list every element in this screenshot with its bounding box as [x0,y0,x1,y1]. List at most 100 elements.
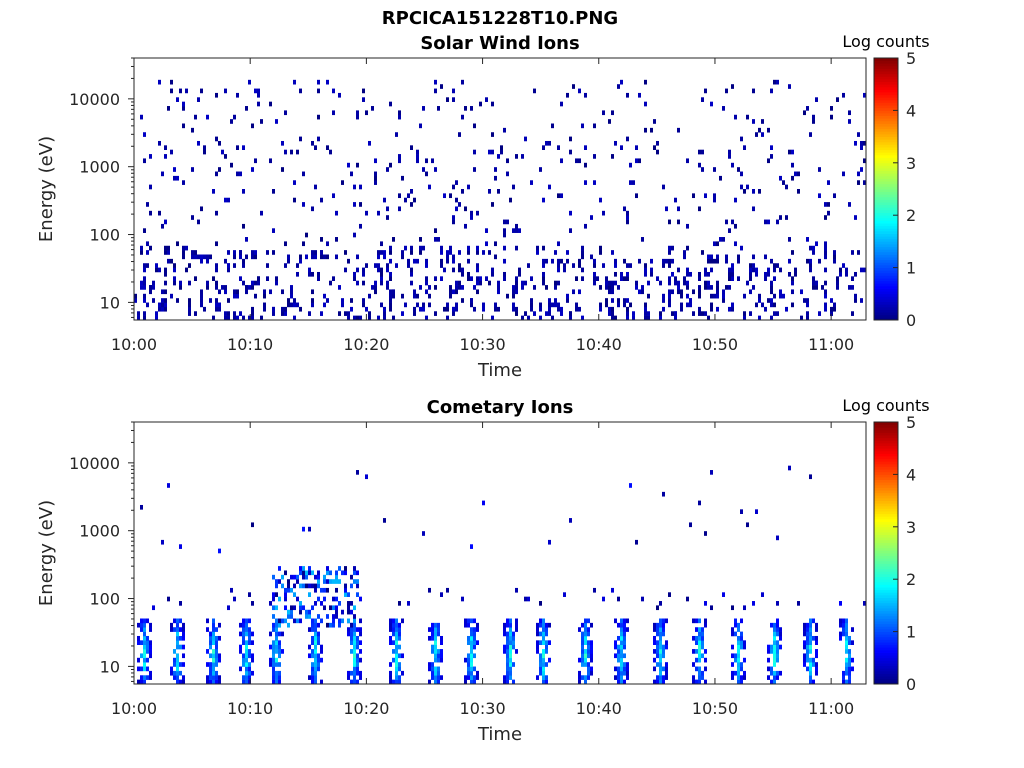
heatmap-cell [623,276,626,281]
heatmap-cell [605,285,608,290]
heatmap-cell [665,618,668,624]
heatmap-cell [662,491,665,497]
heatmap-cell [530,298,533,303]
heatmap-cell [314,250,317,255]
heatmap-cell [206,627,209,632]
heatmap-cell [701,627,704,632]
heatmap-cell [164,267,167,273]
heatmap-cell [614,644,617,650]
heatmap-cell [350,601,353,606]
heatmap-cell [443,267,446,273]
heatmap-cell [452,267,455,273]
heatmap-cell [611,250,614,255]
heatmap-cell [215,210,218,216]
heatmap-cell [479,276,482,281]
heatmap-cell [353,579,356,584]
heatmap-cell [620,622,623,628]
heatmap-cell [419,250,422,255]
heatmap-cell [170,149,173,155]
heatmap-cell [824,215,827,220]
panel-title: Solar Wind Ions [420,33,579,54]
heatmap-cell [782,293,785,299]
heatmap-cell [314,657,317,663]
heatmap-cell [623,622,626,628]
heatmap-cell [569,315,572,321]
heatmap-cell [248,285,251,290]
heatmap-cell [287,609,290,615]
heatmap-cell [275,119,278,124]
heatmap-cell [188,280,191,286]
heatmap-cell [212,627,215,632]
heatmap-cell [446,258,449,264]
heatmap-cell [536,622,539,628]
heatmap-cell [245,631,248,637]
heatmap-cell [503,219,506,225]
heatmap-cell [776,649,779,654]
heatmap-cell [302,605,305,611]
colorbar-step [874,453,898,457]
heatmap-cell [815,241,818,247]
colorbar-step [874,191,898,195]
heatmap-cell [662,618,665,624]
heatmap-cell [497,289,500,295]
heatmap-cell [227,263,230,268]
heatmap-cell [698,271,701,277]
heatmap-cell [296,574,299,580]
colorbar-step [874,555,898,559]
heatmap-cell [833,193,836,199]
heatmap-cell [542,662,545,667]
heatmap-cell [644,315,647,321]
heatmap-cell [578,627,581,632]
heatmap-cell [173,263,176,268]
heatmap-cell [314,601,317,606]
heatmap-cell [593,280,596,286]
heatmap-cell [806,657,809,663]
heatmap-cell [179,635,182,641]
heatmap-cell [194,250,197,255]
heatmap-cell [296,596,299,602]
heatmap-cell [245,657,248,663]
heatmap-cell [683,250,686,255]
heatmap-cell [455,197,458,203]
heatmap-cell [473,627,476,632]
colorbar-step [874,458,898,462]
heatmap-cell [386,215,389,220]
heatmap-cell [824,293,827,299]
heatmap-cell [791,302,794,308]
heatmap-cell [464,223,467,229]
heatmap-cell [353,657,356,663]
heatmap-cell [218,548,221,554]
heatmap-cell [314,583,317,589]
heatmap-cell [179,88,182,94]
heatmap-cell [143,276,146,281]
heatmap-cell [545,675,548,680]
heatmap-cell [812,679,815,685]
heatmap-cell [245,653,248,659]
heatmap-cell [776,219,779,225]
heatmap-cell [272,228,275,233]
colorbar-step [874,84,898,88]
heatmap-cell [377,263,380,268]
heatmap-cell [269,662,272,667]
heatmap-cell [425,171,428,177]
heatmap-cell [806,627,809,632]
heatmap-cell [848,110,851,116]
heatmap-cell [599,285,602,290]
heatmap-cell [827,210,830,216]
heatmap-cell [239,311,242,316]
heatmap-cell [233,289,236,295]
heatmap-cell [323,596,326,602]
heatmap-cell [320,657,323,663]
heatmap-cell [710,267,713,273]
heatmap-cell [329,622,332,628]
heatmap-cell [617,649,620,654]
heatmap-cell [272,653,275,659]
heatmap-cell [140,285,143,290]
heatmap-cell [593,258,596,264]
heatmap-cell [686,271,689,277]
heatmap-cell [809,132,812,137]
heatmap-cell [407,258,410,264]
heatmap-cell [197,97,200,102]
heatmap-cell [611,306,614,312]
heatmap-cell [350,171,353,177]
